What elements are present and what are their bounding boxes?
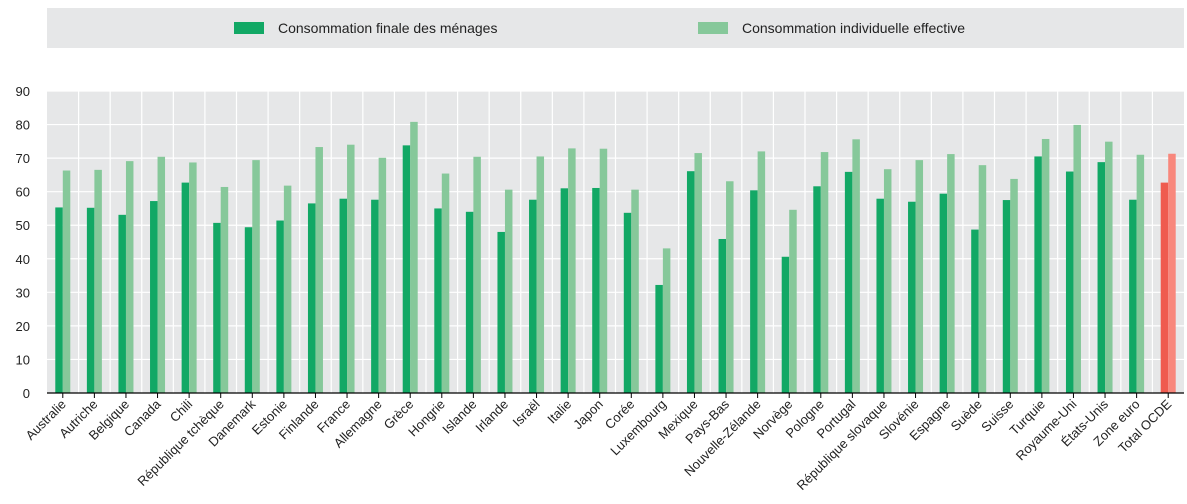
bar-series1 <box>465 211 474 393</box>
bar-series2 <box>1136 154 1145 393</box>
bar-series2 <box>915 160 924 393</box>
legend: Consommation finale des ménages Consomma… <box>47 8 1184 48</box>
bar-series2 <box>1168 153 1176 393</box>
legend-label-series1: Consommation finale des ménages <box>278 20 498 36</box>
bar-series2 <box>883 169 892 393</box>
bar-series2 <box>410 121 418 394</box>
bar-series1 <box>939 193 948 393</box>
bar-series2 <box>283 185 292 393</box>
bar-series1 <box>55 207 63 393</box>
bar-series1 <box>623 212 632 393</box>
y-tick-label: 40 <box>16 252 30 267</box>
bar-series1 <box>529 199 537 393</box>
bar-series1 <box>1002 200 1011 393</box>
x-tick-label: Irlande <box>472 397 511 436</box>
x-tick-label: Japon <box>570 397 606 433</box>
bar-series2 <box>852 139 860 393</box>
bar-series1 <box>876 198 884 393</box>
bar-series1 <box>86 207 95 393</box>
bar-series2 <box>757 151 766 393</box>
bar-series1 <box>371 199 379 393</box>
bar-series2 <box>378 157 387 393</box>
legend-swatch-series1 <box>234 22 264 34</box>
y-tick-label: 80 <box>16 118 30 133</box>
bar-series2 <box>1041 138 1050 393</box>
bar-series1 <box>813 186 821 393</box>
bar-series1 <box>750 190 758 393</box>
bar-series1 <box>655 284 663 393</box>
bar-series2 <box>820 152 829 393</box>
bar-series1 <box>307 203 316 393</box>
bar-series1 <box>1160 182 1169 393</box>
bar-series1 <box>213 222 221 393</box>
bar-series2 <box>947 154 955 393</box>
bar-series1 <box>1097 162 1106 393</box>
y-tick-label: 30 <box>16 285 30 300</box>
bar-series1 <box>402 145 411 393</box>
y-tick-label: 90 <box>16 84 30 99</box>
bar-series2 <box>157 156 166 393</box>
bar-series2 <box>789 209 797 393</box>
y-tick-label: 0 <box>23 386 30 401</box>
bar-series2 <box>568 148 576 393</box>
bar-series2 <box>599 148 608 393</box>
y-tick-label: 60 <box>16 185 30 200</box>
bar-series1 <box>434 208 442 393</box>
bar-series2 <box>504 189 513 393</box>
bar-series1 <box>844 171 853 393</box>
bar-series1 <box>781 256 790 393</box>
bar-series1 <box>908 201 916 393</box>
bar-series1 <box>560 188 569 393</box>
x-tick-label: Israël <box>510 396 543 429</box>
bar-series1 <box>1034 156 1042 393</box>
bar-series1 <box>339 198 348 393</box>
bar-series2 <box>726 181 734 393</box>
bar-series1 <box>718 238 727 393</box>
bar-series2 <box>62 170 71 393</box>
bar-series2 <box>536 156 545 393</box>
bar-series1 <box>276 220 284 393</box>
legend-item-series2: Consommation individuelle effective <box>698 20 965 36</box>
y-tick-label: 70 <box>16 151 30 166</box>
bar-series2 <box>315 147 323 393</box>
bar-series2 <box>694 153 702 393</box>
legend-swatch-series2 <box>698 22 728 34</box>
bar-series2 <box>94 169 102 393</box>
bar-series2 <box>252 160 260 393</box>
bar-series1 <box>244 227 253 393</box>
bar-series2 <box>125 161 134 393</box>
bar-series2 <box>1105 141 1113 393</box>
x-tick-label: Islande <box>439 397 479 437</box>
bar-series2 <box>1073 124 1081 393</box>
y-tick-label: 20 <box>16 319 30 334</box>
bar-series2 <box>220 186 229 393</box>
bar-series1 <box>150 201 158 393</box>
bar-series1 <box>181 182 190 393</box>
y-tick-label: 50 <box>16 218 30 233</box>
bar-series1 <box>1065 171 1074 393</box>
bar-series2 <box>978 165 987 393</box>
bar-series2 <box>662 248 671 393</box>
x-tick-label: Suède <box>948 397 985 434</box>
legend-label-series2: Consommation individuelle effective <box>742 20 966 36</box>
bar-series1 <box>1129 199 1137 393</box>
bar-series2 <box>189 162 197 393</box>
bar-series1 <box>497 231 505 393</box>
bar-series2 <box>347 144 355 393</box>
bar-series1 <box>118 214 126 393</box>
bar-series1 <box>592 187 600 393</box>
y-tick-label: 10 <box>16 352 30 367</box>
legend-item-series1: Consommation finale des ménages <box>234 20 497 36</box>
bar-series2 <box>473 156 481 393</box>
bar-series1 <box>686 171 695 393</box>
bar-series2 <box>631 189 639 393</box>
bar-series1 <box>971 229 979 393</box>
bar-series2 <box>1010 178 1018 393</box>
bar-series2 <box>441 173 450 393</box>
